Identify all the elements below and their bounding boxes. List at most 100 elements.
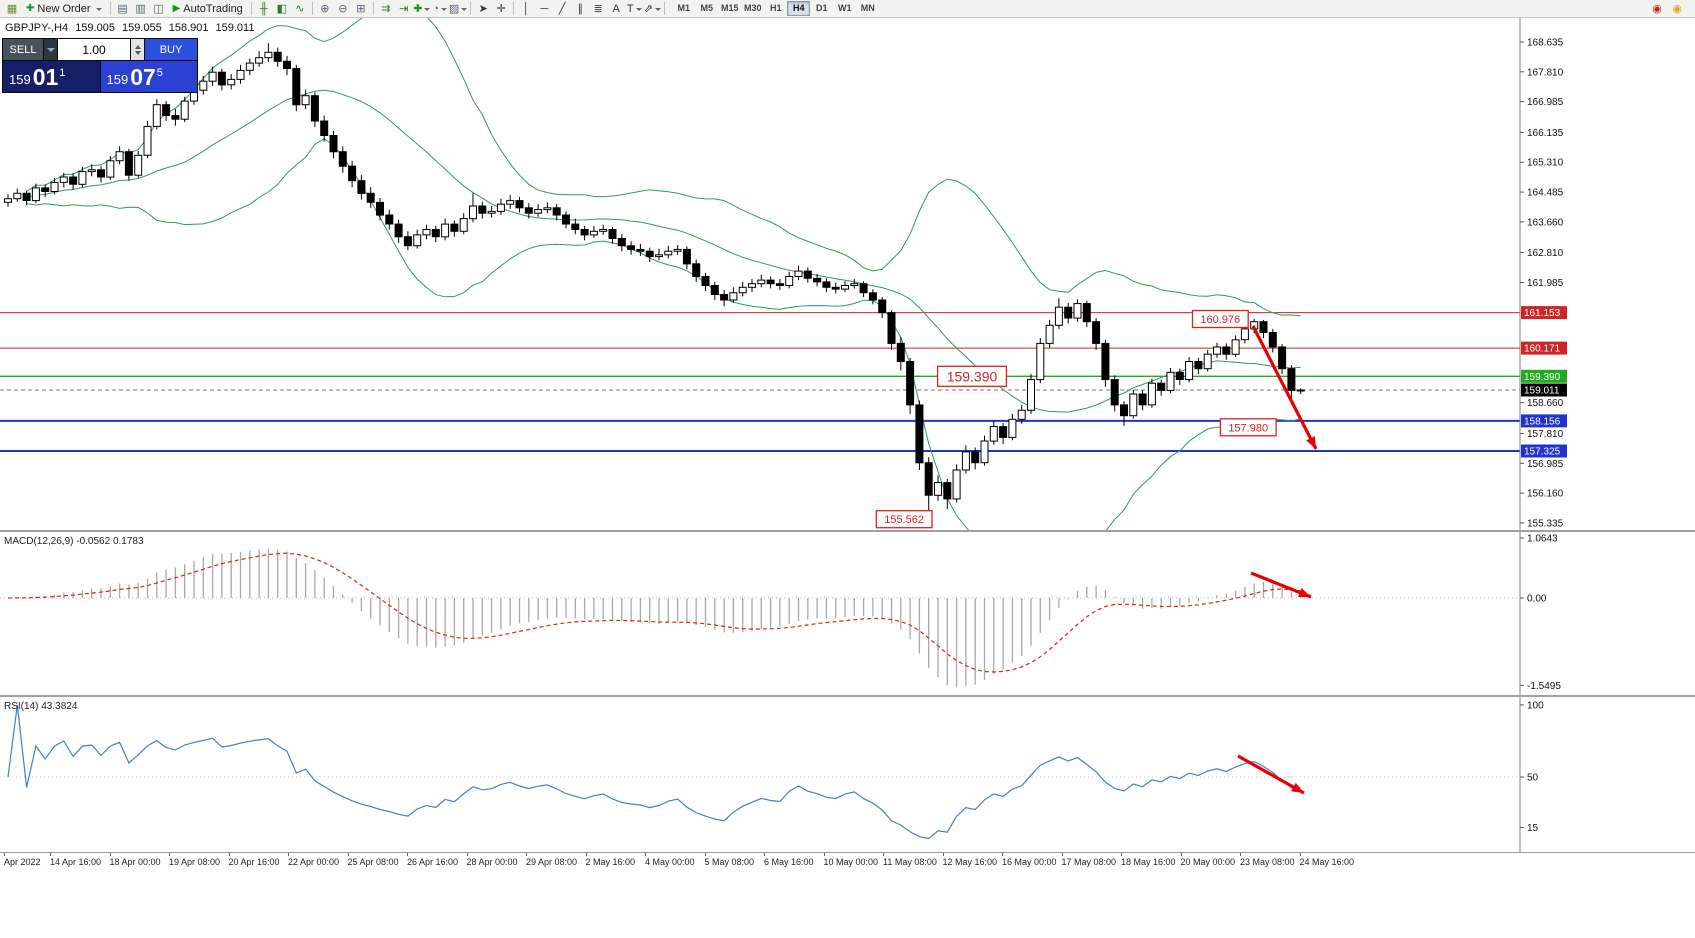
bar-chart-icon[interactable]: ╫ xyxy=(255,1,273,17)
time-label: 18 May 16:00 xyxy=(1121,857,1176,867)
trend-arrow[interactable] xyxy=(1237,754,1305,795)
horizontal-line-icon: ─ xyxy=(540,2,549,15)
macd-pane-svg[interactable]: 1.0643 0.00 -1.5495 MACD(12,26,9) -0.0562 0… xyxy=(0,532,1695,695)
time-tick xyxy=(228,853,230,856)
open-value: 159.005 xyxy=(75,22,115,34)
timeframe-mn[interactable]: MN xyxy=(856,1,879,16)
toolbar-separator xyxy=(470,2,472,15)
time-label: 26 Apr 16:00 xyxy=(407,857,459,867)
charts-icon[interactable]: ▦ xyxy=(3,1,21,17)
fibonacci-icon[interactable]: ≣ xyxy=(589,1,607,17)
pane-separator xyxy=(0,852,1695,853)
auto-scroll-icon[interactable]: ⇉ xyxy=(377,1,395,17)
pane-separator[interactable] xyxy=(0,695,1695,697)
vertical-line-icon[interactable]: │ xyxy=(517,1,535,17)
timeframe-m5[interactable]: M5 xyxy=(695,1,718,16)
sell-price-base: 159 xyxy=(9,72,31,87)
chart-shift-icon[interactable]: ⇥ xyxy=(395,1,413,17)
time-tick xyxy=(109,853,111,856)
news-icon[interactable]: ◉ xyxy=(1672,2,1682,15)
arrows-icon[interactable]: ⇗ xyxy=(643,1,661,17)
timeframe-m1[interactable]: M1 xyxy=(672,1,695,16)
time-axis[interactable]: Apr 2022 14 Apr 16:00 18 Apr 00:00 19 Apr 0… xyxy=(0,853,1695,873)
axis-price-badge xyxy=(1521,369,1567,383)
zoom-in-icon: ⊕ xyxy=(320,2,330,15)
candlestick-chart-icon: ◧ xyxy=(276,2,288,15)
navigator-icon[interactable]: ◫ xyxy=(150,1,168,17)
buy-button[interactable]: BUY xyxy=(145,39,197,60)
volume-stepper[interactable] xyxy=(131,39,144,60)
time-label: 22 Apr 00:00 xyxy=(288,857,340,867)
new-order-button[interactable]: ✚ New Order xyxy=(21,1,107,17)
text-label-icon[interactable]: T xyxy=(625,1,643,17)
dropdown-arrow-icon xyxy=(46,47,55,56)
timeframe-w1[interactable]: W1 xyxy=(833,1,856,16)
time-label: 20 Apr 16:00 xyxy=(228,857,280,867)
cursor-icon: ➤ xyxy=(478,2,488,15)
time-tick xyxy=(645,853,646,856)
svg-text:162.810: 162.810 xyxy=(1527,248,1564,259)
autotrading-button-label: AutoTrading xyxy=(183,2,243,15)
volume-input[interactable] xyxy=(58,39,130,60)
candlestick-chart-icon[interactable]: ◧ xyxy=(273,1,291,17)
market-watch-icon: ▤ xyxy=(117,2,128,15)
timeframe-m30[interactable]: M30 xyxy=(741,1,764,16)
timeframe-h1[interactable]: H1 xyxy=(764,1,787,16)
sell-price-fraction: 1 xyxy=(59,67,66,79)
dropdown-arrow-icon xyxy=(635,7,642,14)
time-tick xyxy=(823,853,825,856)
price-annotation: 160.976 xyxy=(1191,309,1249,329)
low-value: 158.901 xyxy=(168,22,209,34)
macd-label: MACD(12,26,9) -0.0562 0.1783 xyxy=(4,536,144,547)
macd-pane[interactable]: 1.0643 0.00 -1.5495 MACD(12,26,9) -0.0562 0… xyxy=(0,532,1695,695)
svg-text:163.660: 163.660 xyxy=(1527,217,1564,228)
trend-arrow[interactable] xyxy=(1251,325,1318,450)
cursor-icon[interactable]: ➤ xyxy=(474,1,492,17)
timeframe-toolbar: M1 M5 M15 M30 H1 H4 D1 W1 MN xyxy=(672,1,879,16)
rsi-pane-svg[interactable]: 100 50 15 RSI(14) 43.3824 xyxy=(0,697,1695,852)
text-icon[interactable]: A xyxy=(607,1,625,17)
timeframe-d1[interactable]: D1 xyxy=(810,1,833,16)
timeframe-m15[interactable]: M15 xyxy=(718,1,741,16)
time-tick xyxy=(942,853,944,856)
price-axis[interactable]: 168.635 167.810 166.985 166.135 165.310 164.4… xyxy=(1519,18,1567,530)
equidistant-channel-icon[interactable]: ∥ xyxy=(571,1,589,17)
sell-button[interactable]: SELL xyxy=(3,39,43,60)
crosshair-icon[interactable]: ✛ xyxy=(492,1,510,17)
price-annotations-layer: 160.976 159.390 157.980 155.562 xyxy=(875,309,1277,529)
rsi-pane[interactable]: 100 50 15 RSI(14) 43.3824 xyxy=(0,697,1695,852)
svg-text:100: 100 xyxy=(1527,700,1544,711)
svg-text:158.156: 158.156 xyxy=(1524,416,1561,427)
pane-separator[interactable] xyxy=(0,530,1695,532)
step-up-icon xyxy=(134,42,141,49)
autotrading-button[interactable]: ▶ AutoTrading xyxy=(168,1,248,17)
tile-windows-icon[interactable]: ⊞ xyxy=(352,1,370,17)
new-chart-icon[interactable]: ✚ xyxy=(413,1,431,17)
templates-icon[interactable]: ▨ xyxy=(449,1,468,17)
toolbar-separator xyxy=(109,2,111,15)
market-watch-icon[interactable]: ▤ xyxy=(114,1,132,17)
main-pane-svg[interactable]: 168.635 167.810 166.985 166.135 165.310 164.4… xyxy=(0,18,1695,530)
svg-text:155.335: 155.335 xyxy=(1527,518,1564,529)
line-chart-icon[interactable]: ∿ xyxy=(291,1,309,17)
alert-icon[interactable]: ◉ xyxy=(1652,2,1662,15)
svg-text:159.390: 159.390 xyxy=(1524,372,1561,383)
timeframe-h4[interactable]: H4 xyxy=(787,1,811,16)
svg-text:166.985: 166.985 xyxy=(1527,97,1564,108)
main-chart-pane[interactable]: 168.635 167.810 166.985 166.135 165.310 164.4… xyxy=(0,18,1695,530)
sell-price[interactable]: 159 01 1 xyxy=(3,61,100,92)
auto-scroll-icon: ⇉ xyxy=(381,2,391,15)
volume-dropdown[interactable] xyxy=(44,39,57,60)
time-label: 14 Apr 16:00 xyxy=(50,857,102,867)
time-tick xyxy=(288,853,289,856)
trend-arrow[interactable] xyxy=(1250,571,1312,599)
profiles-icon[interactable]: ◔ xyxy=(431,1,449,17)
step-down-icon xyxy=(134,50,141,58)
zoom-in-icon[interactable]: ⊕ xyxy=(316,1,334,17)
trendline-icon[interactable]: ╱ xyxy=(553,1,571,17)
buy-price[interactable]: 159 07 5 xyxy=(100,61,197,92)
data-window-icon[interactable]: ▥ xyxy=(132,1,150,17)
horizontal-line-icon[interactable]: ─ xyxy=(535,1,553,17)
zoom-out-icon[interactable]: ⊖ xyxy=(334,1,352,17)
